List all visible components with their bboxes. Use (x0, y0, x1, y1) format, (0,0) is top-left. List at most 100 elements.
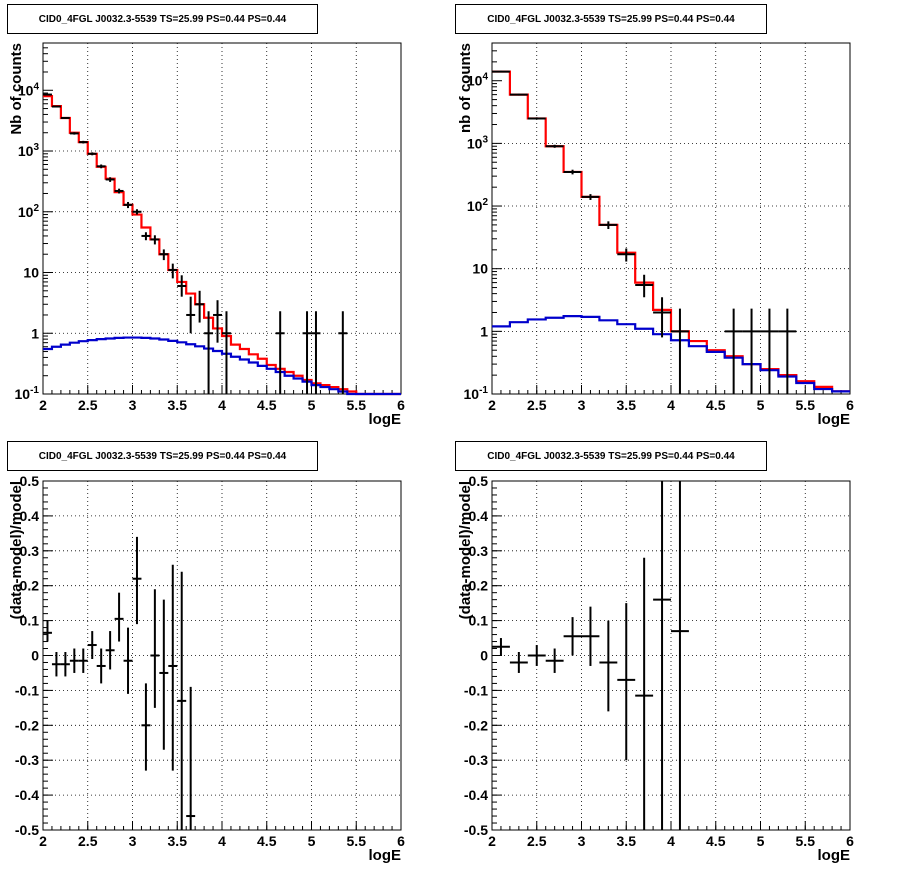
data-point (60, 116, 70, 119)
data-point (96, 648, 106, 684)
x-tick-label: 4 (667, 833, 675, 849)
x-tick-label: 6 (846, 397, 854, 413)
data-point (69, 648, 79, 673)
data-point (545, 144, 564, 148)
data-point (653, 297, 671, 338)
x-tick-label: 6 (397, 833, 405, 849)
y-tick-label: 0.4 (20, 508, 40, 524)
data-point (78, 648, 88, 673)
x-tick-label: 5 (757, 833, 765, 849)
data-point (778, 308, 797, 394)
data-point (51, 652, 61, 677)
data-point (186, 686, 196, 830)
chart-panel: 2 2.5 3 3.5 4 4.5 5 5.5 610-1110102103104logEnb … (457, 42, 854, 428)
y-tick-label: 0.3 (20, 543, 40, 559)
x-tick-label: 5.5 (796, 397, 816, 413)
y-tick-label: 1 (480, 323, 488, 339)
data-point (338, 311, 348, 394)
panel-title-box: CID0_4FGL J0032.3-5539 TS=25.99 PS=0.44 … (455, 4, 767, 34)
y-axis-label: (data-model)/model (8, 481, 25, 619)
x-tick-label: 5 (757, 397, 765, 413)
data-point (132, 536, 142, 625)
x-axis-label: logE (818, 847, 851, 864)
data-point (87, 152, 97, 156)
data-point (43, 93, 52, 96)
data-point (599, 221, 618, 229)
data-point (114, 592, 124, 642)
data-point (275, 311, 285, 394)
x-tick-label: 3.5 (168, 397, 188, 413)
data-point (132, 209, 142, 215)
y-tick-label: 10 (23, 265, 39, 281)
x-axis-label: logE (369, 411, 402, 428)
data-point (141, 232, 151, 241)
data-point (599, 620, 618, 712)
x-tick-label: 3.5 (617, 833, 637, 849)
data-point (177, 275, 187, 297)
background-histogram (43, 336, 401, 396)
x-tick-label: 4 (218, 397, 226, 413)
x-tick-label: 2.5 (527, 397, 547, 413)
data-point (617, 248, 636, 262)
y-tick-label: -0.2 (464, 717, 488, 733)
x-tick-label: 2.5 (78, 397, 98, 413)
y-tick-label: 102 (18, 203, 40, 220)
data-point (159, 599, 169, 750)
y-tick-label: 10-1 (15, 385, 40, 402)
data-point (563, 169, 582, 175)
x-tick-label: 6 (846, 833, 854, 849)
y-tick-label: 0.5 (20, 473, 40, 489)
panel-title-box: CID0_4FGL J0032.3-5539 TS=25.99 PS=0.44 … (7, 441, 318, 471)
data-point (222, 311, 231, 394)
y-tick-label: 1 (31, 325, 39, 341)
panel-title-box: CID0_4FGL J0032.3-5539 TS=25.99 PS=0.44 … (455, 441, 767, 471)
data-point (78, 140, 88, 144)
x-tick-label: 5 (308, 833, 316, 849)
y-tick-label: -0.5 (464, 822, 488, 838)
data-point (186, 296, 196, 334)
data-point (150, 235, 160, 245)
data-point (742, 308, 761, 394)
y-tick-label: 0.5 (469, 473, 489, 489)
data-point (581, 606, 600, 666)
data-point (105, 631, 115, 670)
y-tick-label: -0.4 (15, 787, 39, 803)
x-axis-label: logE (818, 411, 851, 428)
x-tick-label: 2.5 (78, 833, 98, 849)
y-tick-label: -0.5 (15, 822, 39, 838)
x-tick-label: 2 (39, 397, 47, 413)
y-tick-label: 0.4 (469, 508, 489, 524)
data-point (141, 683, 151, 771)
data-point (168, 263, 178, 279)
data-point (69, 132, 79, 135)
data-point (635, 274, 654, 298)
data-point (60, 652, 70, 677)
data-point (123, 201, 133, 209)
data-point (671, 308, 689, 394)
data-point (114, 188, 124, 194)
data-point (492, 70, 510, 73)
y-tick-label: 102 (467, 197, 489, 214)
data-point (581, 194, 600, 200)
y-tick-label: -0.3 (15, 752, 39, 768)
data-point (159, 249, 169, 261)
x-tick-label: 4 (667, 397, 675, 413)
total-model-histogram (43, 95, 401, 396)
data-point (509, 93, 528, 96)
y-tick-label: -0.2 (15, 717, 39, 733)
x-tick-label: 2 (488, 833, 496, 849)
y-tick-label: 0.1 (20, 613, 40, 629)
x-tick-label: 4.5 (257, 397, 277, 413)
y-tick-label: -0.3 (464, 752, 488, 768)
data-point (302, 311, 312, 394)
x-tick-label: 3.5 (168, 833, 188, 849)
y-axis-label: Nb of counts (8, 43, 25, 135)
chart-panel: 2 2.5 3 3.5 4 4.5 5 5.5 6 -0.5 -0.4 -0.3 -0.2 -0.1 0 0.… (8, 473, 405, 864)
data-point (527, 645, 546, 666)
data-point (653, 481, 671, 830)
data-point (204, 311, 214, 394)
x-tick-label: 3.5 (617, 397, 637, 413)
x-tick-label: 5.5 (347, 833, 367, 849)
data-point (105, 177, 115, 182)
data-point (96, 164, 106, 169)
